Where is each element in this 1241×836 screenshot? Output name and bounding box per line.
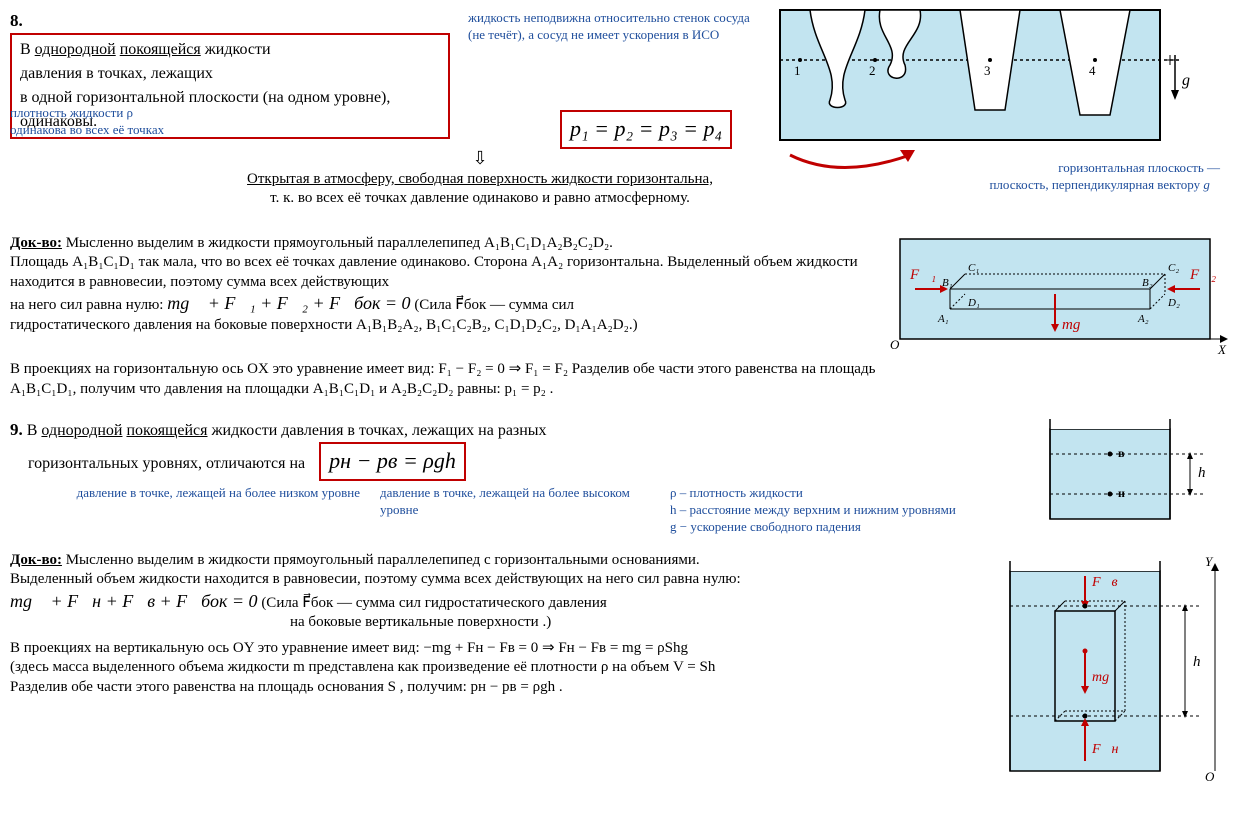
svg-text:A₂: A₂: [1137, 313, 1149, 325]
svg-text:н: н: [1118, 486, 1125, 500]
diagram-vessels: 1 2 3 4 g⃗ горизонтальная плоскость — пл…: [780, 10, 1220, 167]
proof-9-formula: mg⃗ + F⃗н + F⃗в + F⃗бок = 0: [10, 591, 258, 611]
proof-8-label: Док-во:: [10, 235, 62, 251]
svg-text:C₂: C₂: [1168, 262, 1179, 274]
proof-8-p1: Мысленно выделим в жидкости прямоугольны…: [66, 235, 613, 251]
diagram-parallelepiped-h: F⃗₁ F⃗₂ mg⃗ A₁ B₁ C₁ D₁ A₂ B₂ C₂ D₂: [890, 234, 1230, 361]
section-8: 8. В однородной покоящейся жидкостидавле…: [10, 10, 1231, 399]
proof-9-p3: (Сила F⃗бок — сумма сил гидростатическог…: [261, 595, 606, 611]
rule-9-line2: горизонтальных уровнях, отличаются на: [28, 455, 305, 472]
proof-9-p2: Выделенный объем жидкости находится в ра…: [10, 571, 741, 587]
proof-8-p3a: на него сил равна нулю:: [10, 297, 167, 313]
sub-rule-2: т. к. во всех её точках давление одинако…: [190, 189, 770, 209]
diagram-beaker-small: в н h: [1040, 419, 1220, 536]
proof-9-p4: В проекциях на вертикальную ось OY это у…: [10, 639, 990, 659]
svg-text:mg⃗: mg⃗: [1092, 670, 1120, 685]
proof-8-formula: mg⃗ + F⃗₁ + F⃗₂ + F⃗бок = 0: [167, 293, 410, 313]
annot-left: плотность жидкости ρ одинакова во всех е…: [10, 105, 180, 139]
proof-8-p4: гидростатического давления на боковые по…: [10, 317, 638, 333]
annot-low: давление в точке, лежащей на более низко…: [10, 485, 360, 502]
section-9: 9. В однородной покоящейся жидкости давл…: [10, 419, 1231, 787]
proof-9-label: Док-во:: [10, 552, 62, 568]
diagram-parallelepiped-v: F⃗в mg⃗ F⃗н h Y: [1000, 551, 1230, 788]
svg-text:g⃗: g⃗: [1182, 72, 1202, 89]
arrow-down-icon: ⇩: [190, 147, 770, 170]
section-9-number: 9.: [10, 420, 23, 439]
proof-8-p2: Площадь A₁B₁C₁D₁ так мала, что во всех е…: [10, 254, 858, 290]
formula-8: p₁ = p₂ = p₃ = p₄: [560, 110, 732, 149]
svg-text:Y: Y: [1205, 554, 1214, 569]
svg-text:h: h: [1193, 654, 1201, 670]
annot-h: h – расстояние между верхним и нижним ур…: [670, 502, 1030, 519]
svg-text:D₁: D₁: [967, 297, 980, 309]
svg-text:D₂: D₂: [1167, 297, 1180, 309]
svg-text:O: O: [890, 337, 900, 352]
proof-9-p5: (здесь масса выделенного объема жидкости…: [10, 658, 990, 678]
svg-text:F⃗н: F⃗н: [1091, 742, 1118, 757]
annot-top: жидкость неподвижна относительно стенок …: [460, 10, 770, 44]
svg-text:O: O: [1205, 769, 1215, 784]
annot-right1: горизонтальная плоскость —: [940, 160, 1220, 177]
annot-g: g − ускорение свободного падения: [670, 519, 1030, 536]
svg-text:X: X: [1217, 342, 1227, 357]
svg-text:4: 4: [1089, 63, 1096, 78]
rule-9-line1: В однородной покоящейся жидкости давлени…: [27, 422, 547, 439]
svg-text:B₂: B₂: [1142, 277, 1153, 289]
proof-9-p3b: на боковые вертикальные поверхности .): [290, 614, 551, 630]
svg-text:F⃗в: F⃗в: [1091, 575, 1118, 590]
svg-text:в: в: [1118, 446, 1125, 460]
section-8-number: 8.: [10, 11, 23, 30]
svg-text:C₁: C₁: [968, 262, 979, 274]
svg-text:F⃗₂: F⃗₂: [1189, 267, 1216, 283]
svg-text:A₁: A₁: [937, 313, 949, 325]
proof-8-p3b: (Сила F⃗бок — сумма сил: [414, 297, 574, 313]
svg-text:B₁: B₁: [942, 277, 953, 289]
svg-text:3: 3: [984, 63, 991, 78]
svg-text:mg⃗: mg⃗: [1062, 317, 1092, 333]
svg-text:1: 1: [794, 63, 801, 78]
svg-text:h: h: [1198, 465, 1206, 481]
proof-9-p1: Мысленно выделим в жидкости прямоугольны…: [66, 552, 700, 568]
proof-9-p6: Разделив обе части этого равенства на пл…: [10, 678, 990, 698]
formula-9: pн − pв = ρgh: [319, 442, 466, 481]
proof-8-p5: В проекциях на горизонтальную ось OX это…: [10, 360, 1231, 380]
sub-rule-1: Открытая в атмосферу, свободная поверхно…: [247, 171, 713, 187]
annot-rho: ρ – плотность жидкости: [670, 485, 1030, 502]
annot-high: давление в точке, лежащей на более высок…: [380, 485, 660, 519]
proof-8-p6: A₁B₁C₁D₁, получим что давления на площад…: [10, 380, 1231, 400]
annot-right2: плоскость, перпендикулярная вектору g⃗: [940, 177, 1220, 194]
svg-text:2: 2: [869, 63, 876, 78]
svg-text:F⃗₁: F⃗₁: [909, 267, 936, 283]
